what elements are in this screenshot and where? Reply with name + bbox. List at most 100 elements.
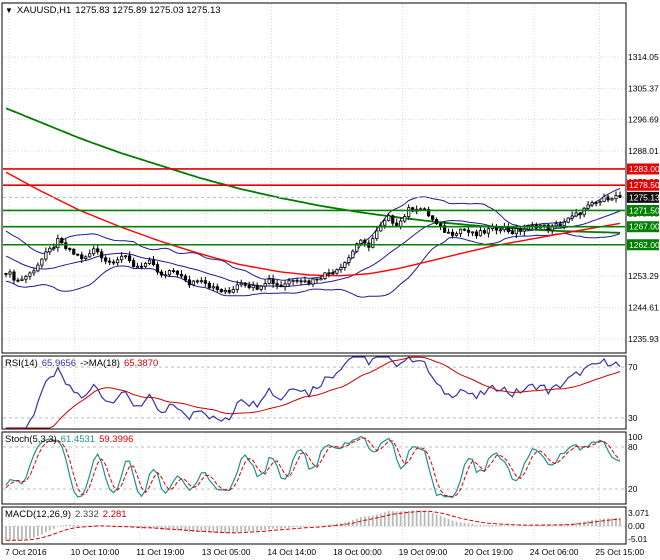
main-panel[interactable] <box>1 2 627 354</box>
price-level-badge <box>627 191 659 203</box>
candle-body <box>84 256 88 260</box>
candle-body <box>482 230 487 234</box>
candle-body <box>239 282 243 286</box>
candle-body <box>407 207 411 217</box>
time-axis-label: 10 Oct 10:00 <box>71 547 120 557</box>
candle-body <box>558 223 562 227</box>
candle-body <box>96 248 100 253</box>
price-level-badge-text: 1267.00 <box>629 222 660 232</box>
candle-body <box>219 289 223 293</box>
candle-body <box>566 217 570 223</box>
candle-body <box>215 286 219 290</box>
price-level-badge <box>627 179 659 191</box>
candle-body <box>518 228 522 232</box>
candle-body <box>562 221 566 227</box>
candle-body <box>275 283 279 286</box>
candle-body <box>243 282 247 286</box>
candle-body <box>431 215 435 220</box>
candle-body <box>48 247 52 253</box>
candle-body <box>319 278 323 281</box>
candle-body <box>263 283 267 287</box>
candle-body <box>255 284 259 290</box>
rsi-axis-label: 70 <box>628 362 638 372</box>
macd-panel[interactable] <box>1 506 627 545</box>
candle-body <box>375 230 379 239</box>
candle-body <box>450 231 455 236</box>
candle-body <box>514 228 518 235</box>
time-axis-label: 19 Oct 09:00 <box>399 547 448 557</box>
candle-body <box>259 285 263 290</box>
stoch-axis-label: 80 <box>628 442 638 452</box>
candle-body <box>590 202 594 206</box>
price-axis-label: 1305.37 <box>628 83 659 93</box>
candle-body <box>363 239 367 244</box>
candle-body <box>578 212 582 216</box>
candle-body <box>522 228 526 232</box>
bollinger-upper-band <box>5 188 621 281</box>
stoch-axis-label: 100 <box>628 432 642 442</box>
candle-body <box>486 228 491 234</box>
candle-body <box>44 251 48 260</box>
candle-body <box>116 259 120 264</box>
price-axis-label: 1288.01 <box>628 146 659 156</box>
candle-body <box>498 229 502 232</box>
candle-body <box>88 253 92 258</box>
candle-body <box>419 208 423 211</box>
candle-body <box>594 202 598 204</box>
candle-body <box>327 272 331 275</box>
price-level-badge-text: 1278.50 <box>629 180 660 190</box>
candle-body <box>72 248 76 255</box>
candle-body <box>16 279 20 282</box>
candle-body <box>347 257 351 263</box>
candle-body <box>8 271 12 275</box>
candle-body <box>56 238 60 249</box>
candle-body <box>283 283 287 287</box>
candle-body <box>403 216 407 222</box>
candle-body <box>80 254 84 260</box>
candle-body <box>28 272 32 277</box>
candle-body <box>104 257 108 262</box>
candle-body <box>423 208 427 211</box>
candle-body <box>163 274 168 277</box>
candle-body <box>191 280 195 286</box>
price-level-badge-text: 1275.13 <box>629 192 660 202</box>
price-axis-label: 1314.05 <box>628 52 659 62</box>
candle-body <box>68 248 72 250</box>
candle-body <box>108 260 112 263</box>
candle-body <box>458 228 463 235</box>
stoch-axis-label: 20 <box>628 484 638 494</box>
candle-body <box>331 272 335 275</box>
price-level-badge <box>627 239 659 251</box>
candle-body <box>355 243 359 252</box>
candle-body <box>20 278 24 281</box>
candle-body <box>175 270 180 275</box>
candle-body <box>279 284 283 287</box>
candle-body <box>112 261 116 264</box>
candle-body <box>442 225 447 233</box>
stoch-panel[interactable] <box>1 431 627 505</box>
bollinger-lower-band <box>5 232 621 298</box>
candle-body <box>151 259 156 265</box>
time-axis-label: 7 Oct 2016 <box>5 547 47 557</box>
price-axis-label: 1253.29 <box>628 271 659 281</box>
macd-axis-label: -5.01 <box>628 534 648 544</box>
time-axis-label: 13 Oct 05:00 <box>202 547 251 557</box>
candle-body <box>203 280 207 284</box>
candle-body <box>315 278 319 281</box>
candle-body <box>171 270 176 272</box>
candle-body <box>427 208 431 217</box>
candle-body <box>343 262 347 268</box>
candle-body <box>127 255 132 262</box>
candle-body <box>351 250 355 259</box>
price-level-badge-text: 1271.50 <box>629 205 660 215</box>
rsi-line <box>6 356 621 429</box>
candle-body <box>530 224 534 227</box>
candle-body <box>299 280 303 283</box>
rsi-axis-label: 30 <box>628 413 638 423</box>
candle-body <box>618 195 622 198</box>
price-level-badge-text: 1262.00 <box>629 240 660 250</box>
time-axis-label: 25 Oct 15:00 <box>595 547 644 557</box>
candle-body <box>470 231 475 234</box>
